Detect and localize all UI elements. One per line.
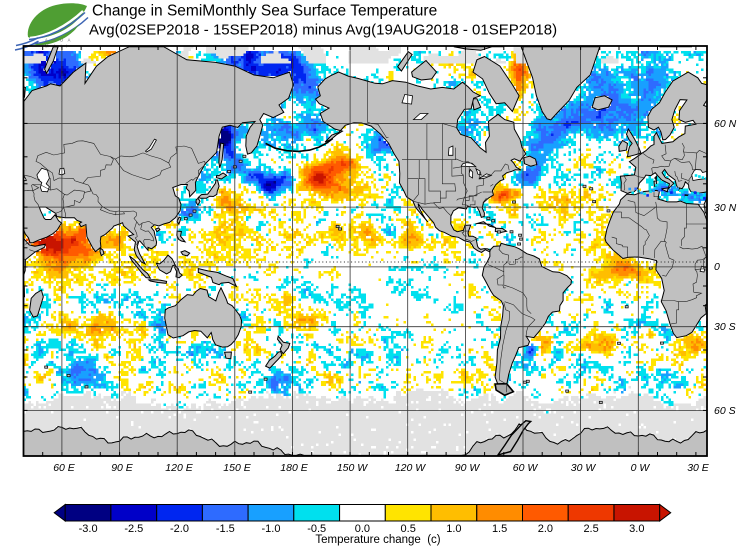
svg-text:150 E: 150 E — [223, 462, 251, 474]
svg-text:0.0: 0.0 — [355, 523, 370, 535]
svg-text:Avg(02SEP2018 - 15SEP2018) min: Avg(02SEP2018 - 15SEP2018) minus Avg(19A… — [89, 22, 557, 39]
svg-text:30 S: 30 S — [714, 321, 736, 333]
svg-text:90 W: 90 W — [455, 462, 481, 474]
svg-text:-3.0: -3.0 — [79, 523, 98, 535]
svg-text:30 E: 30 E — [687, 462, 710, 474]
svg-text:3.0: 3.0 — [629, 523, 644, 535]
svg-text:60 W: 60 W — [513, 462, 539, 474]
svg-text:2.0: 2.0 — [538, 523, 553, 535]
svg-text:0: 0 — [714, 261, 720, 273]
svg-text:2.5: 2.5 — [583, 523, 598, 535]
svg-text:1.0: 1.0 — [446, 523, 461, 535]
svg-text:0 W: 0 W — [631, 462, 651, 474]
svg-text:-2.0: -2.0 — [170, 523, 189, 535]
svg-text:60 S: 60 S — [714, 405, 736, 417]
svg-text:Temperature change (c): Temperature change (c) — [315, 534, 440, 546]
svg-text:0.5: 0.5 — [401, 523, 416, 535]
svg-text:-1.5: -1.5 — [216, 523, 235, 535]
svg-text:60 E: 60 E — [53, 462, 76, 474]
svg-text:60 N: 60 N — [714, 118, 737, 130]
svg-text:Change in SemiMonthly Sea Surf: Change in SemiMonthly Sea Surface Temper… — [92, 3, 437, 20]
svg-text:150 W: 150 W — [337, 462, 368, 474]
svg-text:30 W: 30 W — [571, 462, 597, 474]
svg-text:120 W: 120 W — [395, 462, 426, 474]
svg-text:180 E: 180 E — [280, 462, 308, 474]
svg-text:-2.5: -2.5 — [124, 523, 143, 535]
svg-text:30 N: 30 N — [714, 202, 737, 214]
svg-text:1.5: 1.5 — [492, 523, 507, 535]
svg-text:-1.0: -1.0 — [262, 523, 281, 535]
svg-text:90 E: 90 E — [111, 462, 134, 474]
svg-text:ARUA: ARUA — [45, 38, 75, 43]
svg-text:120 E: 120 E — [165, 462, 193, 474]
svg-text:-0.5: -0.5 — [307, 523, 326, 535]
